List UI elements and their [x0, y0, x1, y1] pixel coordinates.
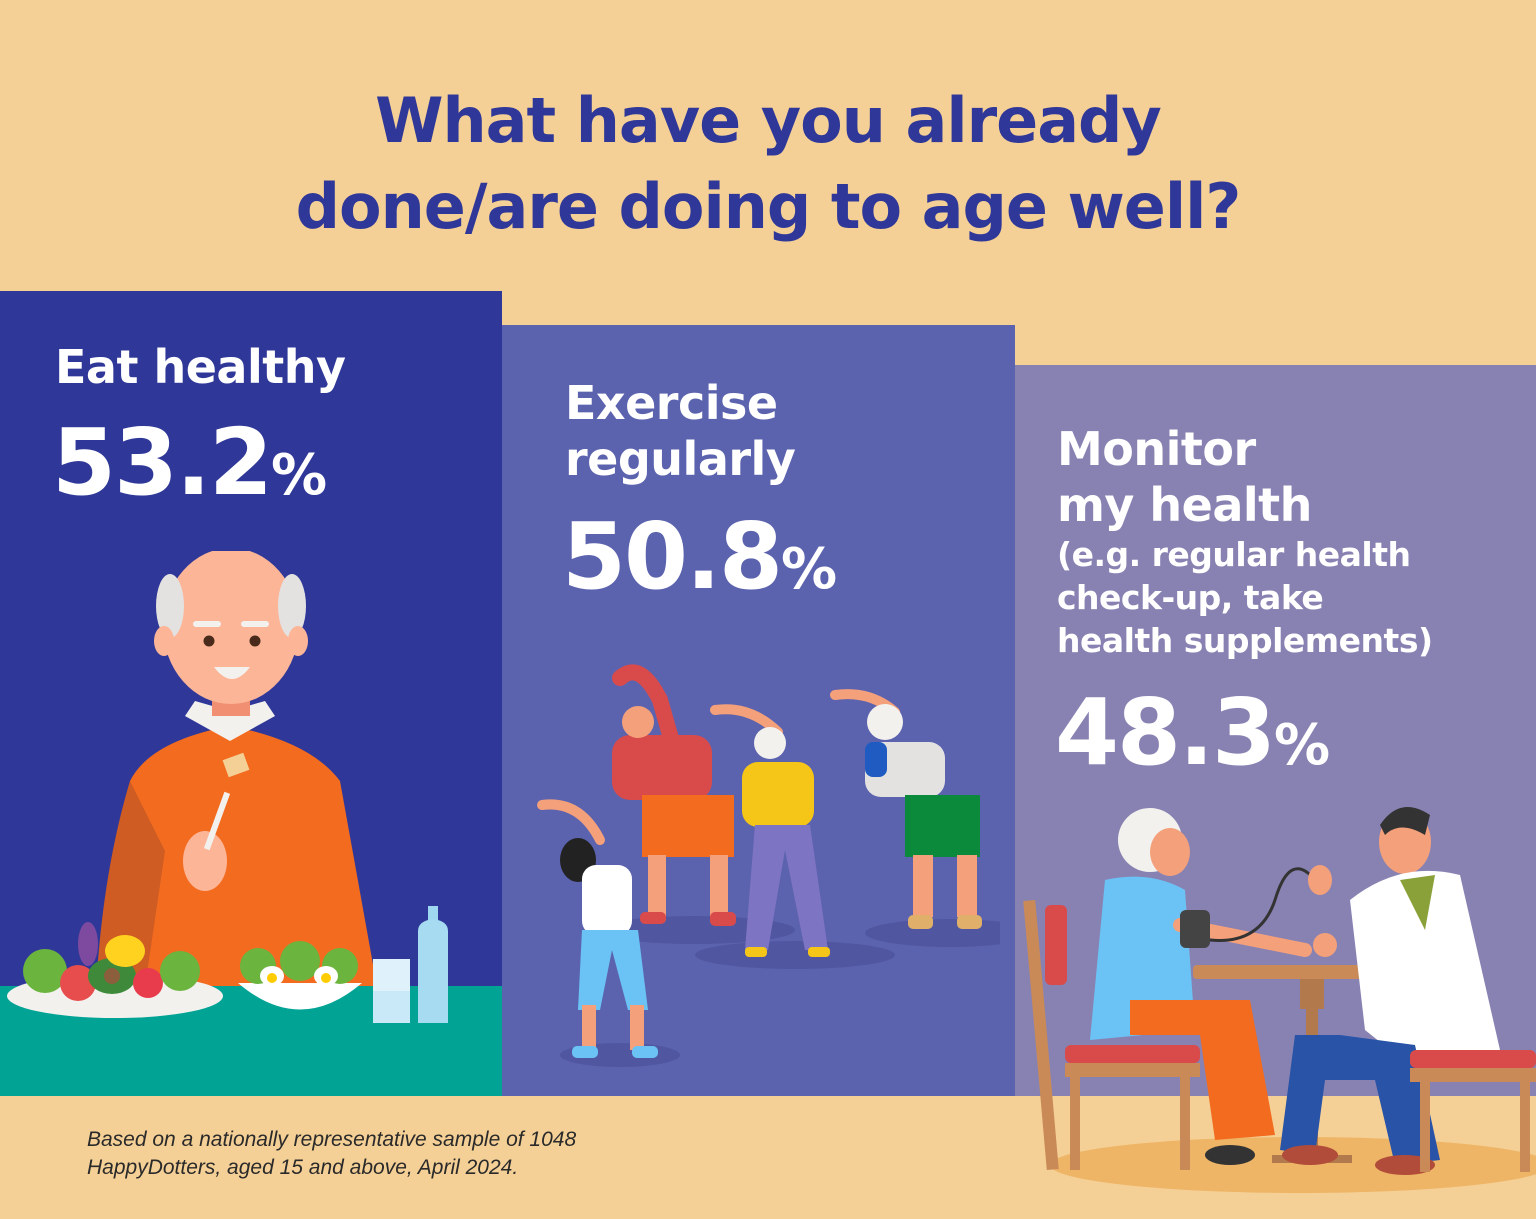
bar-sublabel-line-1: (e.g. regular health [1057, 535, 1411, 574]
bar-label-line-2: regularly [565, 432, 796, 486]
bar-value: 50.8% [562, 507, 837, 620]
bar-label: Exercise regularly [565, 375, 796, 487]
title-line-2: done/are doing to age well? [295, 170, 1242, 243]
value-unit: % [781, 537, 838, 602]
value-unit: % [1274, 713, 1331, 778]
bar-label: Monitor my health (e.g. regular health c… [1057, 421, 1433, 662]
bar-label-line-2: my health [1057, 478, 1312, 532]
bar-label-line-1: Monitor [1057, 422, 1256, 476]
bar-label: Eat healthy [55, 340, 346, 394]
footnote: Based on a nationally representative sam… [87, 1126, 576, 1182]
bar-sublabel-line-3: health supplements) [1057, 621, 1433, 660]
bar-eat-healthy: Eat healthy 53.2% [0, 291, 502, 1096]
group-exercising-illustration-icon [537, 664, 1000, 1067]
title-line-1: What have you already [375, 84, 1162, 157]
value-number: 53.2 [52, 409, 273, 516]
elderly-man-eating-illustration-icon [0, 551, 502, 1096]
value-number: 50.8 [562, 503, 783, 610]
bar-exercise-regularly: Exercise regularly 50.8% [502, 325, 1015, 1096]
value-number: 48.3 [1055, 679, 1276, 786]
doctor-blood-pressure-illustration-icon [1023, 807, 1536, 1193]
bar-sublabel-line-2: check-up, take [1057, 578, 1324, 617]
footnote-line-1: Based on a nationally representative sam… [87, 1128, 577, 1151]
bar-value: 48.3% [1055, 683, 1330, 796]
footnote-line-2: HappyDotters, aged 15 and above, April 2… [87, 1156, 519, 1179]
value-unit: % [271, 443, 328, 508]
bar-value: 53.2% [52, 413, 327, 526]
chart-title: What have you already done/are doing to … [0, 78, 1536, 250]
bar-label-line-1: Exercise [565, 376, 778, 430]
